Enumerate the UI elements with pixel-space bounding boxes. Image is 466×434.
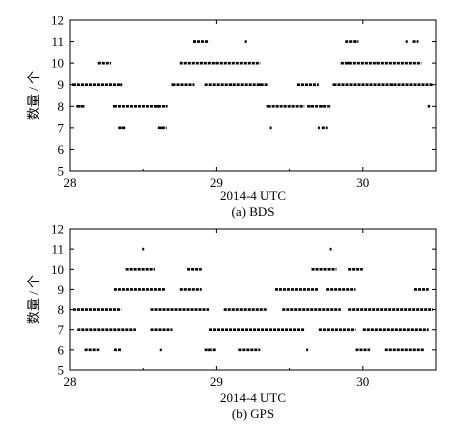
y-tick-label: 10 (51, 262, 64, 277)
data-point (391, 83, 394, 87)
x-tick-label: 28 (64, 175, 77, 190)
chart-panel-1: 5 6 7 8 9 10 11 12 28 29 30 2014-4 UTC(a) BDS 数量 / 个 (26, 13, 437, 219)
data-point (120, 83, 123, 87)
data-point (112, 104, 115, 108)
y-axis-label: 数量 / 个 (26, 275, 41, 324)
y-tick-label: 7 (58, 120, 65, 135)
data-point (329, 247, 332, 251)
y-tick-label: 5 (58, 164, 65, 179)
data-point (71, 83, 74, 87)
data-point (354, 40, 357, 43)
data-point (266, 104, 269, 108)
data-point (80, 104, 83, 108)
data-point (215, 61, 218, 65)
y-tick-label: 10 (51, 56, 64, 71)
x-tick-label: 30 (356, 374, 369, 389)
data-point (269, 126, 272, 130)
data-point (98, 61, 101, 65)
y-tick-label: 7 (58, 322, 65, 337)
y-tick-label: 6 (58, 142, 65, 157)
y-tick-label: 11 (51, 242, 64, 257)
chart-panel-2: 5 6 7 8 9 10 11 12 28 29 30 2014-4 UTC(b) GPS 数量 / 个 (26, 222, 437, 421)
data-point (193, 40, 196, 43)
data-point (405, 40, 408, 43)
data-point (118, 126, 121, 130)
data-point (288, 104, 291, 108)
y-tick-label: 12 (51, 13, 64, 28)
data-point (165, 104, 168, 108)
x-axis-label: 2014-4 UTC (220, 390, 286, 405)
data-point (200, 61, 203, 65)
y-tick-label: 11 (51, 34, 64, 49)
y-tick-label: 5 (58, 363, 65, 378)
data-point (76, 104, 79, 108)
data-point (317, 126, 320, 130)
x-tick-label: 28 (64, 374, 77, 389)
y-tick-label: 6 (58, 342, 65, 357)
x-tick-label: 30 (356, 175, 369, 190)
data-point (142, 247, 145, 251)
data-point (208, 348, 211, 352)
y-axis-label: 数量 / 个 (26, 71, 41, 120)
data-point (156, 104, 159, 108)
data-point (347, 61, 350, 65)
data-point (180, 61, 183, 65)
x-tick-label: 29 (210, 175, 223, 190)
data-point (171, 83, 174, 87)
data-point (230, 83, 233, 87)
y-tick-label: 9 (58, 77, 65, 92)
plot-frame (69, 19, 437, 172)
data-point (121, 126, 124, 130)
chart-caption: (a) BDS (232, 204, 275, 219)
data-point (332, 83, 335, 87)
data-point (376, 61, 379, 65)
data-point (310, 104, 313, 108)
data-point (159, 126, 162, 130)
data-point (306, 348, 309, 352)
y-tick-label: 8 (58, 99, 65, 114)
data-point (244, 40, 247, 43)
data-point (109, 83, 112, 87)
data-point (427, 104, 430, 108)
y-tick-label: 8 (58, 302, 65, 317)
data-point (159, 348, 162, 352)
data-point (259, 83, 262, 87)
chart-caption: (b) GPS (232, 406, 274, 421)
y-tick-label: 9 (58, 282, 65, 297)
x-axis-label: 2014-4 UTC (220, 188, 286, 203)
y-tick-label: 12 (51, 222, 64, 237)
data-point (320, 104, 323, 108)
data-point (134, 104, 137, 108)
x-tick-label: 29 (210, 374, 223, 389)
plot-frame (69, 228, 437, 371)
